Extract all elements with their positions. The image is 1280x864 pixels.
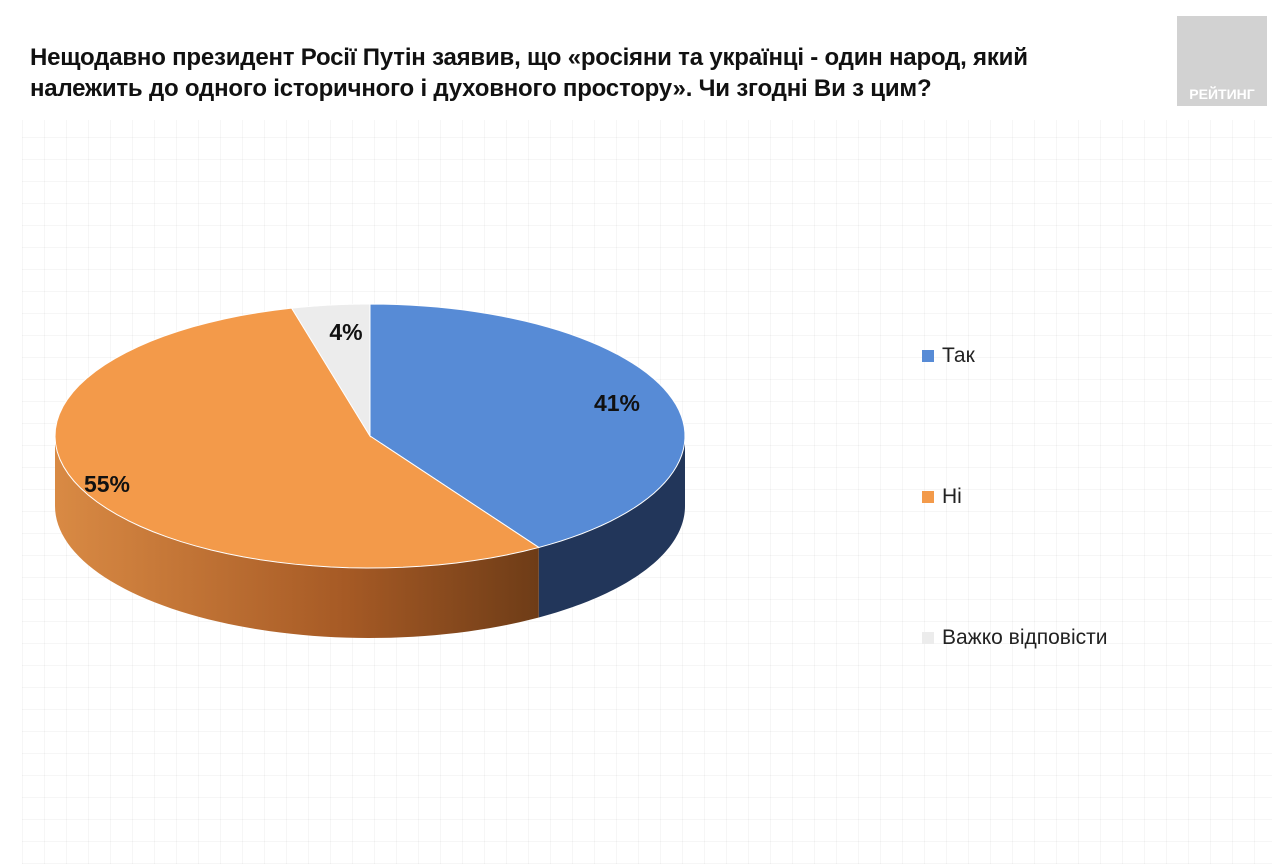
chart-title: Нещодавно президент Росії Путін заявив, … — [30, 44, 1028, 102]
data-label-0: 41% — [594, 390, 640, 416]
legend-swatch — [922, 350, 934, 362]
pie-side-0 — [538, 436, 685, 618]
pie-slice-2 — [290, 303, 371, 438]
pie-slice-1 — [54, 307, 541, 569]
legend-swatch — [922, 491, 934, 503]
data-label-2: 4% — [329, 319, 362, 345]
pie-side-1 — [55, 436, 539, 638]
legend-swatch — [922, 632, 934, 644]
data-label-1: 55% — [84, 471, 130, 497]
reyting-logo: РЕЙТИНГ — [1177, 16, 1267, 106]
pie-slice-0 — [369, 303, 686, 548]
legend-item-ni: Ні — [922, 485, 962, 509]
legend-item-tak: Так — [922, 344, 975, 368]
legend-item-vazhko: Важко відповісти — [922, 626, 1107, 650]
